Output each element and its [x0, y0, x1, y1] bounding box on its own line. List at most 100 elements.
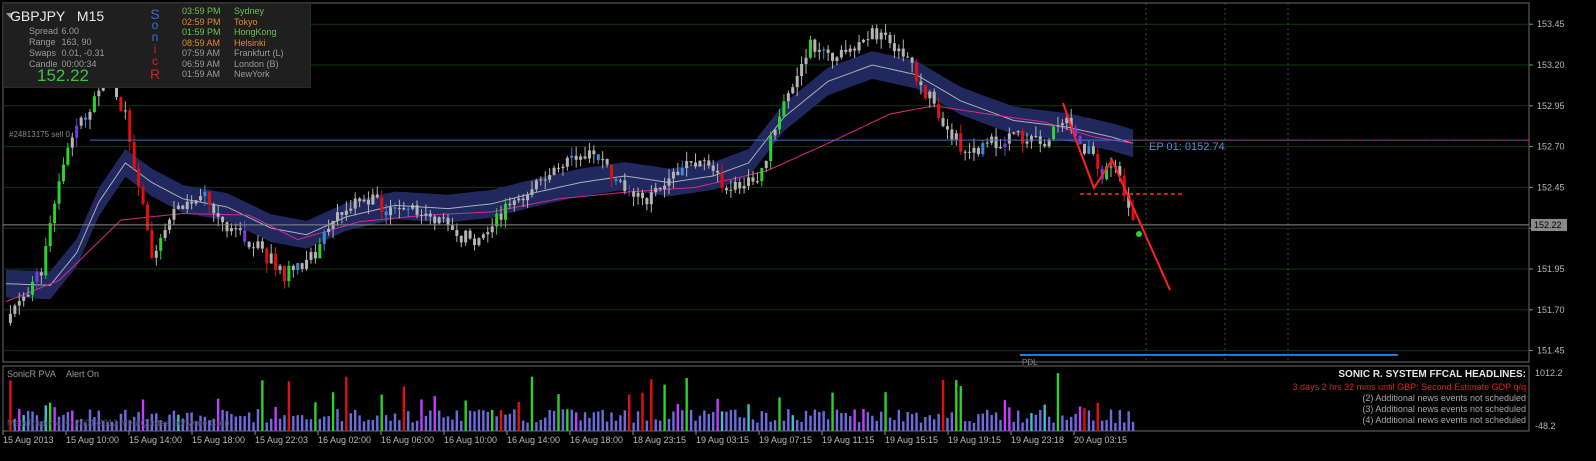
candle-body [892, 43, 896, 52]
volume-bar [278, 418, 282, 431]
volume-bar [548, 410, 551, 431]
volume-bar [305, 419, 308, 431]
volume-bar [446, 416, 450, 431]
candle-body [897, 48, 901, 52]
trend-line[interactable] [1062, 102, 1171, 291]
candle-body [530, 189, 534, 195]
candle-body [198, 196, 202, 201]
candle-body [764, 161, 768, 168]
x-tick-label: 19 Aug 07:15 [759, 435, 812, 445]
candle-body [207, 191, 211, 205]
volume-bar [778, 397, 781, 431]
volume-bar [97, 410, 101, 431]
volume-bar [1003, 400, 1007, 431]
candle-body [371, 194, 375, 205]
candle-body [358, 198, 362, 202]
volume-bar [698, 415, 702, 431]
volume-bar [296, 415, 299, 431]
volume-bar [287, 381, 291, 431]
indicator-name: SonicR PVA [7, 369, 56, 379]
volume-bar [132, 416, 136, 431]
x-tick-label: 16 Aug 02:00 [318, 435, 371, 445]
y-tick-label: 153.45 [1537, 19, 1565, 29]
candle-body [1047, 139, 1051, 147]
candle-body [464, 230, 468, 243]
volume-bar [782, 420, 786, 431]
x-tick-label: 16 Aug 06:00 [381, 435, 434, 445]
x-tick-label: 15 Aug 22:03 [255, 435, 308, 445]
volume-bar [57, 416, 61, 431]
candle-body [384, 211, 388, 216]
x-tick-label: 18 Aug 23:15 [633, 435, 686, 445]
symbol-name: GBPJPY [10, 8, 66, 24]
session-time: 02:59 PM [182, 16, 221, 27]
volume-bar [429, 410, 432, 431]
candle-body [954, 133, 958, 140]
volume-bar [93, 417, 96, 431]
y-tick-label: 151.95 [1537, 264, 1565, 274]
pdl-label: PDL [1022, 358, 1038, 367]
candle-body [322, 232, 326, 244]
volume-bar [570, 409, 573, 431]
sonic-r-letter: i [153, 42, 157, 56]
sonic-r-letter: c [152, 54, 158, 68]
candle-body [1065, 117, 1069, 124]
candle-body [548, 174, 552, 180]
volume-bar [128, 420, 131, 431]
candle-body [185, 201, 189, 209]
volume-bar [199, 415, 202, 431]
x-tick-label: 16 Aug 14:00 [507, 435, 560, 445]
volume-bar [22, 415, 25, 431]
volume-bar [822, 411, 825, 431]
candle-body [724, 188, 728, 191]
candle-body [747, 177, 751, 186]
volume-bar [623, 410, 626, 431]
volume-bar [119, 413, 123, 431]
volume-bar [946, 417, 949, 431]
candle-body [17, 300, 21, 306]
volume-bar [137, 412, 140, 431]
volume-bar [1118, 409, 1122, 431]
candle-body [574, 155, 578, 160]
volume-bar [521, 420, 525, 431]
volume-bar [703, 410, 706, 431]
bid-price: 152.22 [37, 66, 89, 85]
candle-body [561, 166, 565, 169]
volume-bar [902, 421, 905, 431]
candle-body [981, 143, 985, 155]
volume-bar [384, 415, 388, 431]
volume-bar [437, 410, 441, 431]
price-dot [1136, 231, 1142, 237]
volume-bar [353, 409, 357, 431]
volume-bar [924, 417, 927, 431]
candle-body [813, 39, 817, 52]
volume-bar [888, 417, 892, 431]
candle-body [88, 112, 92, 120]
candle-body [680, 167, 684, 176]
collapse-triangle-icon[interactable] [6, 13, 14, 18]
candle-body [349, 208, 353, 211]
volume-bar [26, 410, 30, 431]
volume-bar [411, 422, 414, 431]
volume-bar [265, 422, 268, 431]
volume-bar [1078, 406, 1082, 431]
volume-bar [840, 412, 843, 431]
candle-body [534, 180, 538, 190]
candle-body [654, 187, 658, 193]
candle-body [406, 208, 410, 210]
stat-label: Spread [29, 26, 59, 36]
volume-bar [318, 418, 322, 431]
candle-body [808, 39, 812, 58]
candle-body [791, 87, 795, 94]
candle-body [733, 181, 737, 190]
session-time: 08:59 AM [182, 37, 221, 48]
candle-body [1056, 125, 1060, 127]
candle-body [313, 252, 317, 259]
volume-bar [579, 420, 582, 431]
session-name: HongKong [234, 27, 277, 37]
candle-body [1016, 131, 1020, 133]
candle-body [835, 57, 839, 61]
volume-bar [102, 420, 105, 431]
volume-bar [552, 410, 556, 431]
